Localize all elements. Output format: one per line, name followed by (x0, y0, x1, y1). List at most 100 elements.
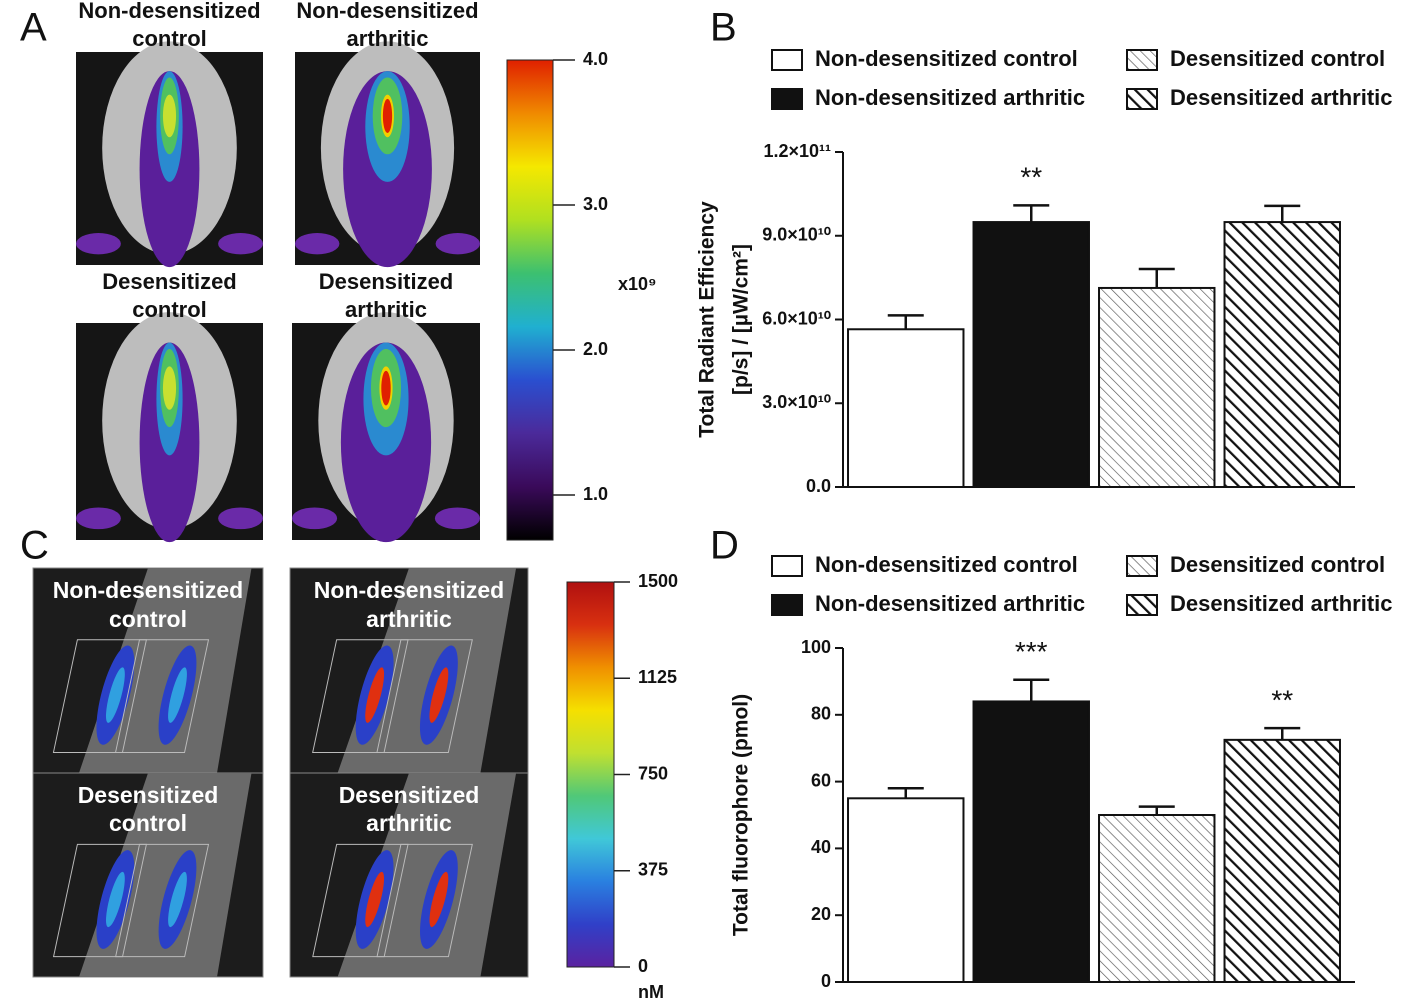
mouse-image (292, 312, 480, 543)
fmt-image (289, 567, 529, 774)
error-bar (1138, 805, 1175, 815)
image-label: Non-desensitized (53, 577, 243, 603)
bar (1098, 286, 1216, 488)
y-tick-label: 9.0×10¹⁰ (762, 225, 831, 245)
signal (105, 667, 125, 723)
colorbar (566, 581, 615, 968)
error-bar (1264, 726, 1301, 740)
bar (1098, 814, 1216, 983)
panel-letter: C (20, 524, 49, 568)
legend-swatch (771, 555, 803, 577)
legend-swatch (771, 49, 803, 71)
legend-label: Desensitized arthritic (1170, 85, 1393, 110)
legend-label: Non-desensitized arthritic (815, 591, 1085, 616)
roi-box (376, 843, 473, 958)
leg (292, 507, 338, 530)
image-label: Desensitized (319, 269, 454, 294)
signal (365, 871, 385, 928)
leg (218, 233, 263, 255)
legend-label: Desensitized control (1170, 46, 1385, 71)
signal (168, 871, 187, 928)
y-axis-label: Total fluorophore (pmol) (730, 694, 753, 936)
legend-swatch (1126, 594, 1158, 616)
y-tick-label: 20 (811, 904, 831, 924)
colorbar-tick-label: 3.0 (583, 194, 608, 214)
signal (168, 667, 187, 723)
y-tick-label: 100 (801, 637, 831, 657)
colorbar-tick-label: 375 (638, 860, 668, 880)
image-label: Desensitized (102, 269, 237, 294)
mouse-image (76, 41, 263, 268)
roi-box (376, 639, 473, 753)
y-tick-label: 60 (811, 770, 831, 790)
tissue (337, 773, 517, 977)
significance: ** (1020, 162, 1042, 193)
y-tick-label: 1.2×10¹¹ (763, 141, 831, 161)
colorbar-tick-label: 4.0 (583, 49, 608, 69)
panel-letter: A (20, 6, 47, 50)
bar (972, 221, 1090, 488)
legend-swatch (771, 594, 803, 616)
y-tick-label: 0.0 (806, 476, 831, 496)
fmt-image (32, 772, 264, 978)
tissue (337, 568, 517, 773)
mouse-image (295, 41, 480, 268)
error-bar (1264, 204, 1301, 223)
image-label: Non-desensitized (78, 0, 260, 23)
leg (435, 233, 480, 255)
colorbar-unit: nM (638, 982, 664, 1002)
roi-box (52, 843, 148, 958)
legend-label: Non-desensitized control (815, 552, 1078, 577)
image-label: control (109, 810, 187, 836)
signal (162, 94, 177, 138)
fmt-image (32, 567, 264, 774)
roi-box (114, 639, 210, 753)
image-label: control (132, 26, 207, 51)
roi-box (312, 639, 409, 753)
y-tick-label: 80 (811, 704, 831, 724)
image-label: Desensitized (339, 782, 480, 808)
y-axis-label: Total Radiant Efficiency (696, 201, 719, 438)
image-label: arthritic (345, 297, 427, 322)
legend-label: Desensitized arthritic (1170, 591, 1393, 616)
signal (382, 98, 393, 133)
error-bar (1013, 678, 1050, 702)
colorbar-tick-label: 1125 (638, 667, 677, 687)
error-bar (1138, 267, 1175, 288)
bar (1223, 221, 1341, 488)
legend-label: Non-desensitized control (815, 46, 1078, 71)
colorbar-tick-label: 1500 (638, 571, 678, 591)
legend-swatch (771, 88, 803, 110)
colorbar-unit: x10⁹ (618, 274, 657, 294)
error-bar (887, 314, 924, 330)
leg (295, 233, 340, 255)
signal (429, 871, 449, 928)
signal (381, 370, 391, 406)
image-label: Non-desensitized (296, 0, 478, 23)
roi-box (52, 639, 148, 753)
bar (1223, 738, 1341, 983)
colorbar-tick-label: 750 (638, 763, 668, 783)
image-label: control (132, 297, 207, 322)
colorbar-tick-label: 1.0 (583, 484, 608, 504)
image-label: Non-desensitized (314, 577, 504, 603)
y-tick-label: 3.0×10¹⁰ (762, 392, 831, 412)
image-label: arthritic (366, 810, 452, 836)
signal (106, 871, 125, 928)
legend-swatch (1126, 555, 1158, 577)
fmt-image (289, 772, 529, 978)
y-tick-label: 40 (811, 837, 831, 857)
bar (972, 700, 1090, 983)
roi-box (115, 843, 210, 958)
signal (365, 667, 385, 723)
y-tick-label: 6.0×10¹⁰ (762, 308, 831, 328)
panel-letter: B (710, 6, 737, 50)
significance: ** (1271, 685, 1293, 716)
image-label: control (109, 606, 187, 632)
colorbar-tick-label: 2.0 (583, 339, 608, 359)
colorbar (506, 59, 554, 541)
leg (76, 507, 121, 530)
signal (162, 366, 177, 410)
image-label: Desensitized (78, 782, 219, 808)
